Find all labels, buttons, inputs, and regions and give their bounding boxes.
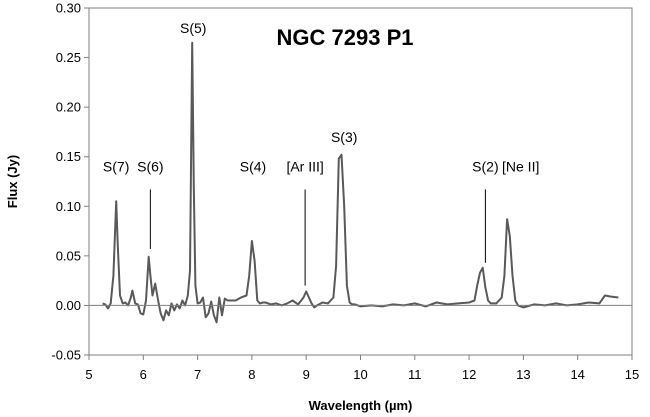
x-tick-label: 7: [194, 367, 201, 382]
y-tick-label: 0.15: [56, 149, 81, 164]
x-tick-label: 13: [516, 367, 530, 382]
line-annotation-label: S(7): [103, 159, 129, 175]
x-axis-title: Wavelength (µm): [309, 398, 413, 413]
x-tick-label: 14: [570, 367, 584, 382]
plot-area-frame: [88, 7, 633, 356]
x-tick-label: 9: [303, 367, 310, 382]
x-tick-label: 8: [248, 367, 255, 382]
x-tick-label: 11: [408, 367, 422, 382]
y-tick-label: 0.30: [56, 1, 81, 16]
line-annotation-label: S(4): [240, 159, 266, 175]
x-tick-label: 12: [462, 367, 476, 382]
line-annotation-label: [Ne II]: [502, 159, 539, 175]
flux-series-line: [102, 41, 619, 324]
x-tick-label: 10: [353, 367, 367, 382]
line-annotation-label: S(5): [180, 20, 206, 36]
line-annotation-label: [Ar III]: [286, 159, 323, 175]
y-axis-ticks: -0.05 0.00 0.05 0.10 0.15 0.20 0.25 0.30: [51, 1, 89, 363]
y-tick-label: -0.05: [51, 348, 81, 363]
line-annotations: S(7) S(6) S(5) S(4) [Ar III] S(3) S(2) [Ne II]: [103, 20, 539, 286]
y-tick-label: 0.05: [56, 248, 81, 263]
x-tick-label: 6: [140, 367, 147, 382]
y-tick-label: 0.25: [56, 50, 81, 65]
x-tick-label: 5: [85, 367, 92, 382]
line-annotation-label: S(3): [331, 129, 357, 145]
line-annotation-label: S(6): [137, 159, 163, 175]
line-annotation-label: S(2): [472, 159, 498, 175]
y-axis-title: Flux (Jy): [5, 155, 20, 208]
y-tick-label: 0.00: [56, 298, 81, 313]
x-tick-label: 15: [625, 367, 639, 382]
y-tick-label: 0.20: [56, 100, 81, 115]
y-tick-label: 0.10: [56, 199, 81, 214]
x-axis-ticks: 5 6 7 8 9 10 11 12 13 14 15: [85, 355, 639, 382]
chart-title: NGC 7293 P1: [277, 25, 414, 50]
